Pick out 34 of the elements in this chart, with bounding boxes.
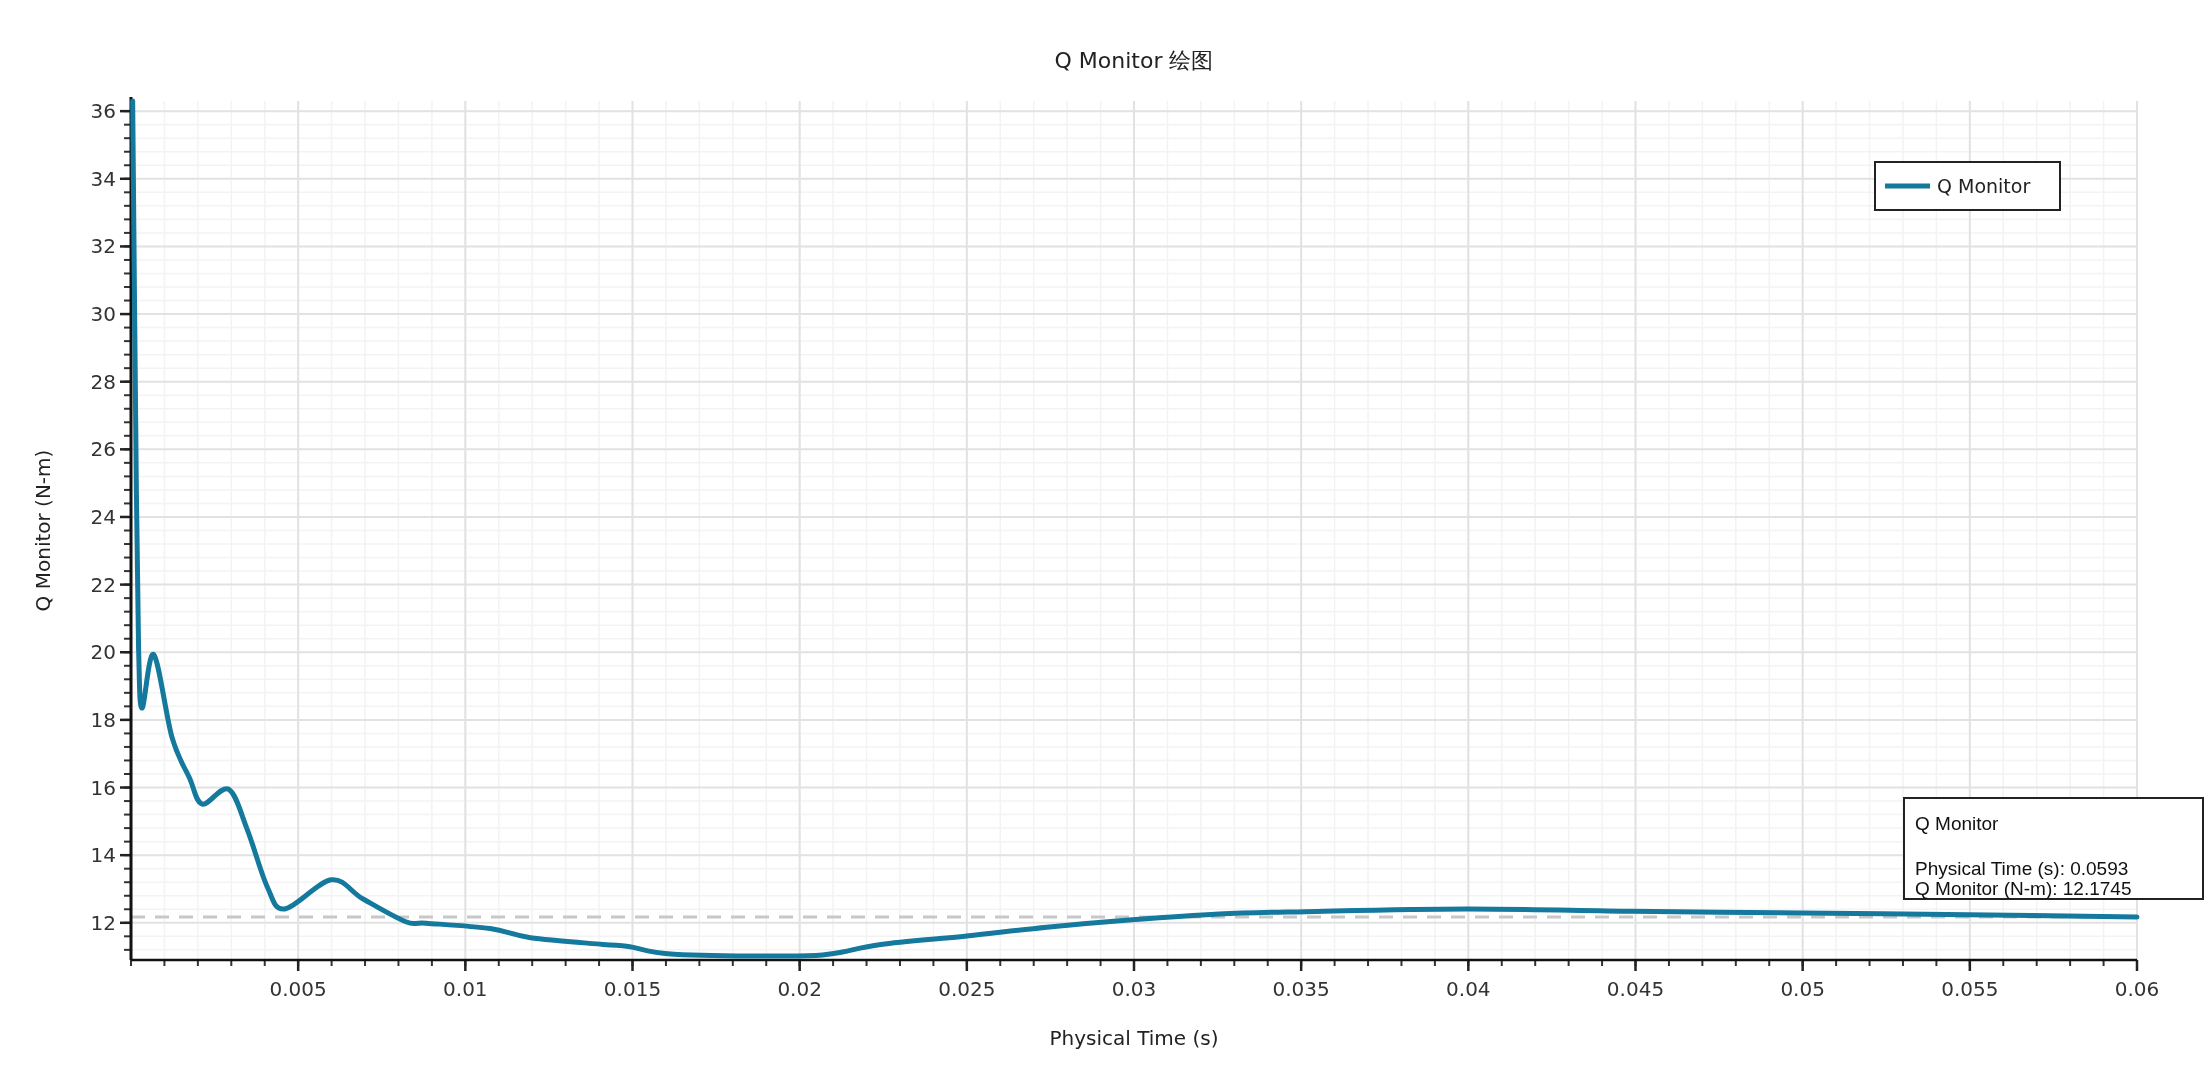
x-tick-label: 0.03 [1111,977,1157,1001]
legend: Q Monitor [1874,161,2061,211]
y-tick-label: 34 [90,166,116,191]
x-tick-label: 0.035 [1272,977,1330,1001]
y-tick-label: 28 [90,369,116,394]
annotation: Physical Time (s): 0.0593 [1915,858,2129,879]
x-tick-label: 0.05 [1780,977,1825,1001]
x-tick-label: 0.005 [269,977,327,1001]
y-tick-label: 26 [90,437,116,462]
y-tick-label: 16 [90,775,116,800]
y-tick-label: 36 [90,99,116,124]
annotation: Q Monitor [1915,813,2000,834]
x-tick-label: 0.04 [1446,977,1491,1001]
y-tick-label: 24 [90,504,116,529]
x-tick-label: 0.045 [1606,977,1665,1001]
y-tick-label: 22 [90,572,116,597]
y-tick-label: 30 [90,302,116,327]
x-tick-label: 0.015 [603,977,662,1001]
x-tick-label: 0.02 [777,977,822,1001]
chart-title: Q Monitor 绘图 [1054,48,1214,73]
x-tick-label: 0.01 [443,977,488,1001]
y-tick-label: 14 [90,843,116,868]
x-tick-label: 0.025 [938,977,996,1001]
annotation: Q Monitor (N-m): 12.1745 [1915,878,2132,899]
y-tick-label: 20 [90,640,116,665]
x-tick-label: 0.055 [1941,977,1999,1001]
legend-label: Q Monitor [1937,175,2031,197]
x-tick-label: 0.06 [2114,977,2160,1001]
y-tick-label: 12 [90,910,116,935]
y-axis-title: Q Monitor (N-m) [31,449,55,612]
y-tick-label: 32 [90,234,116,259]
tooltip: Q Monitor Physical Time (s): 0.0593 Q Monitor (N-m): 12.1745 [1903,797,2204,900]
y-tick-label: 18 [90,707,116,732]
x-axis-title: Physical Time (s) [1049,1026,1219,1050]
